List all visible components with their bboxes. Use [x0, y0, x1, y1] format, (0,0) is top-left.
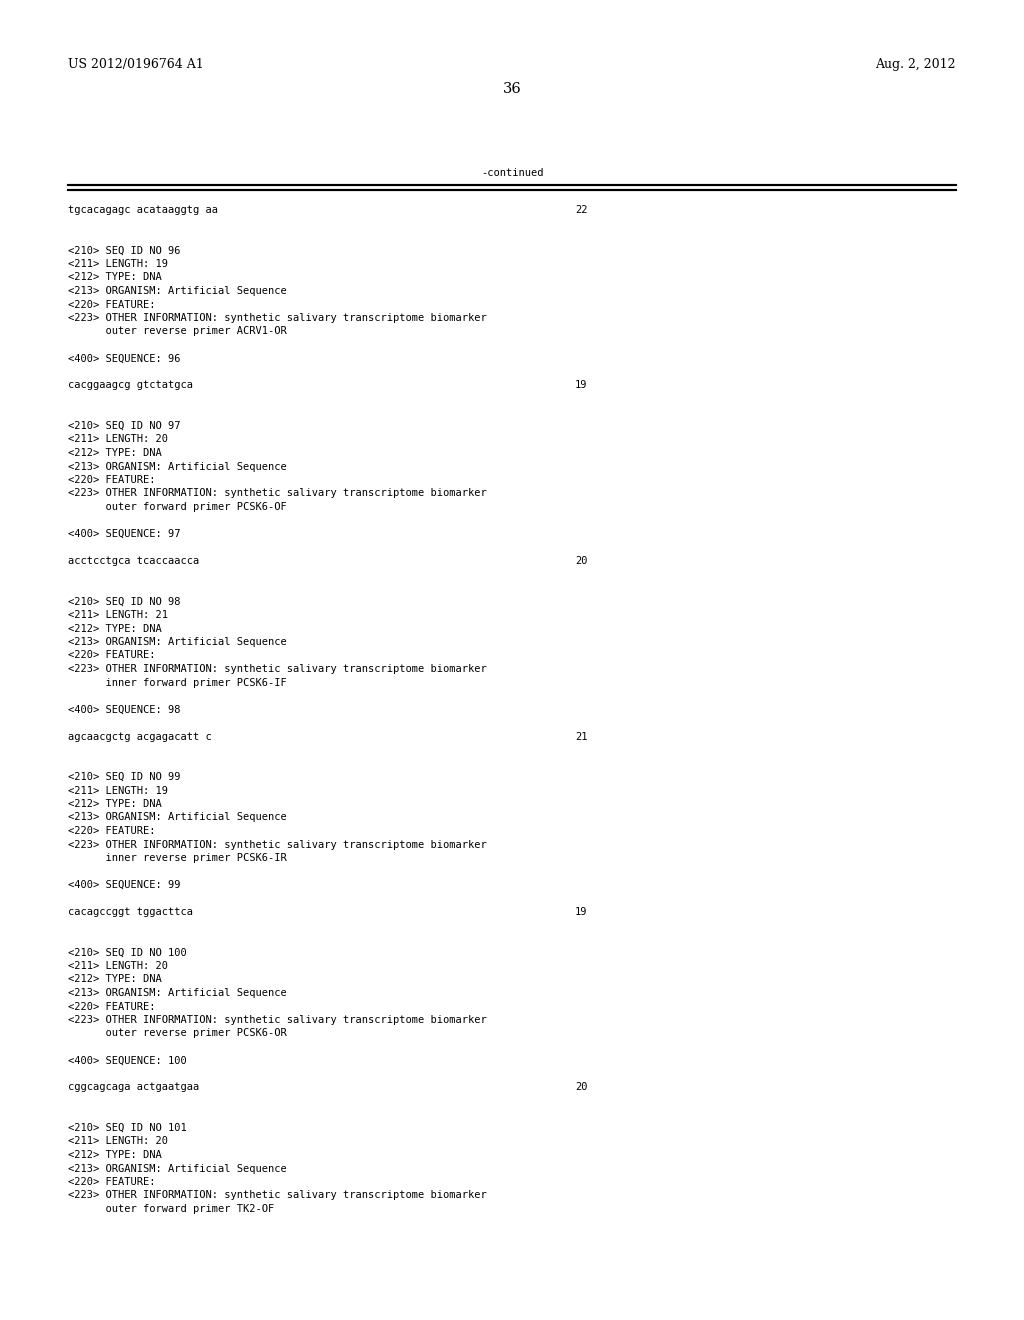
- Text: <223> OTHER INFORMATION: synthetic salivary transcriptome biomarker: <223> OTHER INFORMATION: synthetic saliv…: [68, 1191, 486, 1200]
- Text: <220> FEATURE:: <220> FEATURE:: [68, 1177, 156, 1187]
- Text: cacggaagcg gtctatgca: cacggaagcg gtctatgca: [68, 380, 193, 391]
- Text: <400> SEQUENCE: 100: <400> SEQUENCE: 100: [68, 1056, 186, 1065]
- Text: 20: 20: [575, 556, 588, 566]
- Text: <400> SEQUENCE: 99: <400> SEQUENCE: 99: [68, 880, 180, 890]
- Text: 21: 21: [575, 731, 588, 742]
- Text: 20: 20: [575, 1082, 588, 1093]
- Text: <210> SEQ ID NO 101: <210> SEQ ID NO 101: [68, 1123, 186, 1133]
- Text: <210> SEQ ID NO 97: <210> SEQ ID NO 97: [68, 421, 180, 432]
- Text: <212> TYPE: DNA: <212> TYPE: DNA: [68, 447, 162, 458]
- Text: 19: 19: [575, 380, 588, 391]
- Text: <220> FEATURE:: <220> FEATURE:: [68, 475, 156, 484]
- Text: <210> SEQ ID NO 100: <210> SEQ ID NO 100: [68, 948, 186, 957]
- Text: tgcacagagc acataaggtg aa: tgcacagagc acataaggtg aa: [68, 205, 218, 215]
- Text: cacagccggt tggacttca: cacagccggt tggacttca: [68, 907, 193, 917]
- Text: cggcagcaga actgaatgaa: cggcagcaga actgaatgaa: [68, 1082, 200, 1093]
- Text: <210> SEQ ID NO 99: <210> SEQ ID NO 99: [68, 772, 180, 781]
- Text: <223> OTHER INFORMATION: synthetic salivary transcriptome biomarker: <223> OTHER INFORMATION: synthetic saliv…: [68, 1015, 486, 1026]
- Text: <210> SEQ ID NO 98: <210> SEQ ID NO 98: [68, 597, 180, 606]
- Text: <211> LENGTH: 20: <211> LENGTH: 20: [68, 961, 168, 972]
- Text: 22: 22: [575, 205, 588, 215]
- Text: <220> FEATURE:: <220> FEATURE:: [68, 300, 156, 309]
- Text: <212> TYPE: DNA: <212> TYPE: DNA: [68, 272, 162, 282]
- Text: <223> OTHER INFORMATION: synthetic salivary transcriptome biomarker: <223> OTHER INFORMATION: synthetic saliv…: [68, 313, 486, 323]
- Text: <212> TYPE: DNA: <212> TYPE: DNA: [68, 974, 162, 985]
- Text: inner reverse primer PCSK6-IR: inner reverse primer PCSK6-IR: [68, 853, 287, 863]
- Text: acctcctgca tcaccaacca: acctcctgca tcaccaacca: [68, 556, 200, 566]
- Text: <400> SEQUENCE: 98: <400> SEQUENCE: 98: [68, 705, 180, 714]
- Text: Aug. 2, 2012: Aug. 2, 2012: [876, 58, 956, 71]
- Text: <211> LENGTH: 20: <211> LENGTH: 20: [68, 434, 168, 445]
- Text: <223> OTHER INFORMATION: synthetic salivary transcriptome biomarker: <223> OTHER INFORMATION: synthetic saliv…: [68, 488, 486, 499]
- Text: <213> ORGANISM: Artificial Sequence: <213> ORGANISM: Artificial Sequence: [68, 462, 287, 471]
- Text: 19: 19: [575, 907, 588, 917]
- Text: <213> ORGANISM: Artificial Sequence: <213> ORGANISM: Artificial Sequence: [68, 286, 287, 296]
- Text: <212> TYPE: DNA: <212> TYPE: DNA: [68, 799, 162, 809]
- Text: <223> OTHER INFORMATION: synthetic salivary transcriptome biomarker: <223> OTHER INFORMATION: synthetic saliv…: [68, 840, 486, 850]
- Text: <213> ORGANISM: Artificial Sequence: <213> ORGANISM: Artificial Sequence: [68, 813, 287, 822]
- Text: <211> LENGTH: 20: <211> LENGTH: 20: [68, 1137, 168, 1147]
- Text: <211> LENGTH: 19: <211> LENGTH: 19: [68, 785, 168, 796]
- Text: <213> ORGANISM: Artificial Sequence: <213> ORGANISM: Artificial Sequence: [68, 638, 287, 647]
- Text: -continued: -continued: [480, 168, 544, 178]
- Text: outer forward primer TK2-OF: outer forward primer TK2-OF: [68, 1204, 274, 1214]
- Text: outer forward primer PCSK6-OF: outer forward primer PCSK6-OF: [68, 502, 287, 512]
- Text: <213> ORGANISM: Artificial Sequence: <213> ORGANISM: Artificial Sequence: [68, 987, 287, 998]
- Text: <400> SEQUENCE: 96: <400> SEQUENCE: 96: [68, 354, 180, 363]
- Text: 36: 36: [503, 82, 521, 96]
- Text: agcaacgctg acgagacatt c: agcaacgctg acgagacatt c: [68, 731, 212, 742]
- Text: <212> TYPE: DNA: <212> TYPE: DNA: [68, 1150, 162, 1160]
- Text: <211> LENGTH: 21: <211> LENGTH: 21: [68, 610, 168, 620]
- Text: outer reverse primer PCSK6-OR: outer reverse primer PCSK6-OR: [68, 1028, 287, 1039]
- Text: <211> LENGTH: 19: <211> LENGTH: 19: [68, 259, 168, 269]
- Text: <220> FEATURE:: <220> FEATURE:: [68, 1002, 156, 1011]
- Text: <220> FEATURE:: <220> FEATURE:: [68, 826, 156, 836]
- Text: <213> ORGANISM: Artificial Sequence: <213> ORGANISM: Artificial Sequence: [68, 1163, 287, 1173]
- Text: <210> SEQ ID NO 96: <210> SEQ ID NO 96: [68, 246, 180, 256]
- Text: <223> OTHER INFORMATION: synthetic salivary transcriptome biomarker: <223> OTHER INFORMATION: synthetic saliv…: [68, 664, 486, 675]
- Text: US 2012/0196764 A1: US 2012/0196764 A1: [68, 58, 204, 71]
- Text: <212> TYPE: DNA: <212> TYPE: DNA: [68, 623, 162, 634]
- Text: <220> FEATURE:: <220> FEATURE:: [68, 651, 156, 660]
- Text: outer reverse primer ACRV1-OR: outer reverse primer ACRV1-OR: [68, 326, 287, 337]
- Text: inner forward primer PCSK6-IF: inner forward primer PCSK6-IF: [68, 677, 287, 688]
- Text: <400> SEQUENCE: 97: <400> SEQUENCE: 97: [68, 529, 180, 539]
